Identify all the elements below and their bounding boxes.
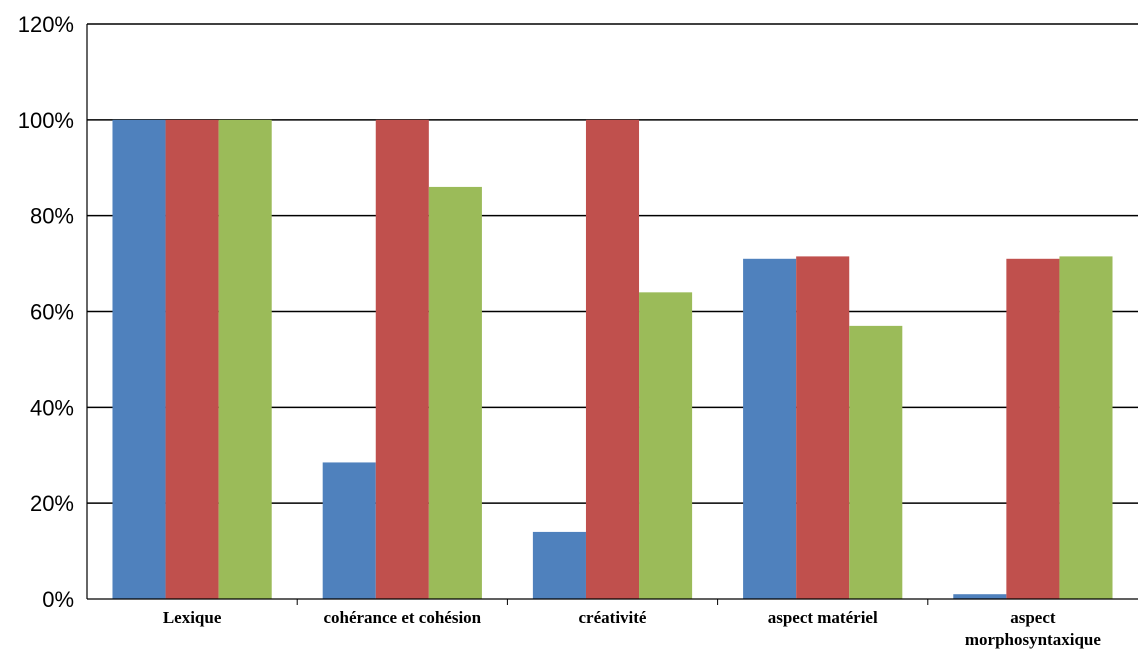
y-tick-label: 100% [18, 108, 74, 133]
x-tick-label: cohérance et cohésion [323, 608, 481, 627]
bar [165, 119, 219, 599]
x-tick-label: morphosyntaxique [965, 630, 1101, 649]
bar [585, 119, 640, 599]
bars [112, 119, 1113, 599]
x-tick-label: créativité [579, 608, 647, 627]
y-tick-labels: 0% 20% 40% 60% 80% 100% 120% [18, 12, 74, 612]
bar [1006, 258, 1060, 599]
bar [743, 258, 797, 599]
bar [849, 325, 903, 599]
bar [112, 119, 166, 599]
bar [796, 256, 850, 599]
y-tick-label: 120% [18, 12, 74, 37]
bar [375, 119, 429, 599]
bar [532, 531, 586, 599]
y-tick-label: 0% [42, 587, 74, 612]
bar [639, 292, 693, 599]
y-tick-label: 20% [30, 491, 74, 516]
axes [86, 24, 1138, 605]
x-tick-label: Lexique [163, 608, 222, 627]
y-tick-label: 40% [30, 395, 74, 420]
y-tick-label: 80% [30, 204, 74, 229]
bar [428, 186, 482, 599]
bar [322, 462, 376, 599]
x-tick-label: aspect [1010, 608, 1056, 627]
bar [1059, 256, 1113, 599]
x-tick-label: aspect matériel [768, 608, 878, 627]
x-tick-labels: Lexique cohérance et cohésion créativité as… [163, 608, 1102, 649]
bar [953, 594, 1007, 599]
bar [218, 119, 272, 599]
y-tick-label: 60% [30, 300, 74, 325]
